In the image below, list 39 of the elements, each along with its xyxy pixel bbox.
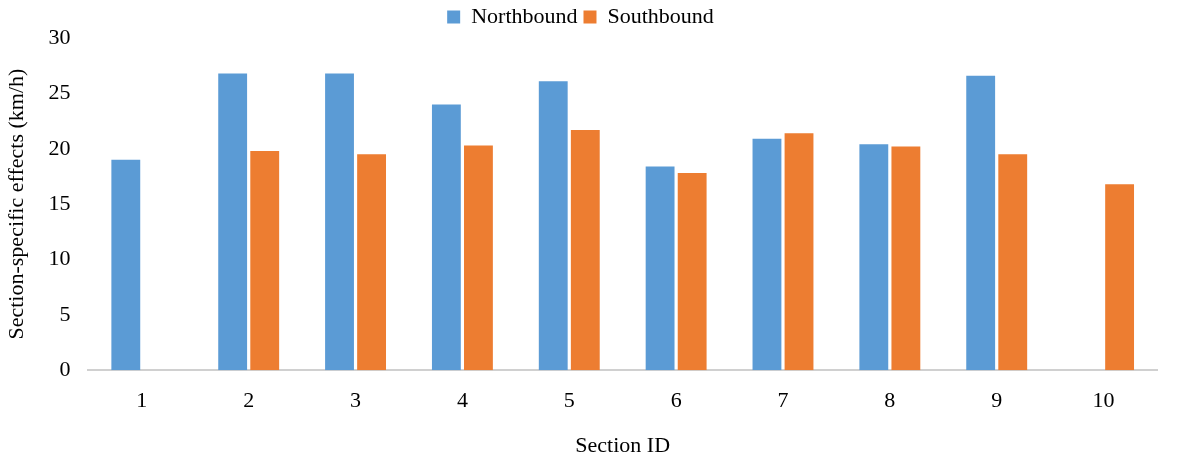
x-tick-label: 9 (991, 387, 1003, 413)
x-tick-label: 7 (777, 387, 789, 413)
legend-label: Northbound (471, 2, 578, 28)
bar (645, 166, 675, 371)
y-tick-label: 25 (48, 79, 71, 105)
y-axis-title: Section-specific effects (km/h) (2, 68, 28, 340)
y-tick-label: 0 (59, 355, 71, 381)
y-tick-label: 15 (48, 189, 71, 215)
bar (784, 133, 814, 371)
x-tick-label: 5 (563, 387, 575, 413)
y-tick-label: 20 (48, 134, 71, 160)
bar (538, 81, 568, 371)
y-tick-label: 10 (48, 245, 71, 271)
legend-label: Southbound (607, 2, 714, 28)
bar (464, 145, 493, 371)
x-tick-label: 8 (884, 387, 896, 413)
bar (891, 146, 921, 371)
bar (966, 75, 996, 371)
bar (570, 129, 600, 371)
bar (250, 150, 280, 371)
y-tick-label: 30 (48, 23, 71, 49)
x-tick-label: 2 (243, 387, 255, 413)
x-tick-label: 10 (1092, 387, 1115, 413)
bar (431, 104, 461, 371)
y-tick-label: 5 (59, 300, 71, 326)
x-tick-label: 3 (350, 387, 362, 413)
x-tick-label: 1 (136, 387, 148, 413)
bar (1105, 184, 1135, 371)
bar (357, 154, 387, 371)
bar (111, 159, 141, 371)
x-axis-title: Section ID (575, 431, 671, 457)
x-tick-label: 4 (456, 387, 468, 413)
x-tick-label: 6 (670, 387, 682, 413)
bar (752, 138, 782, 371)
bar (218, 73, 248, 371)
bar (859, 144, 889, 371)
bar (325, 73, 354, 371)
bar (998, 154, 1028, 371)
bar (677, 173, 707, 371)
